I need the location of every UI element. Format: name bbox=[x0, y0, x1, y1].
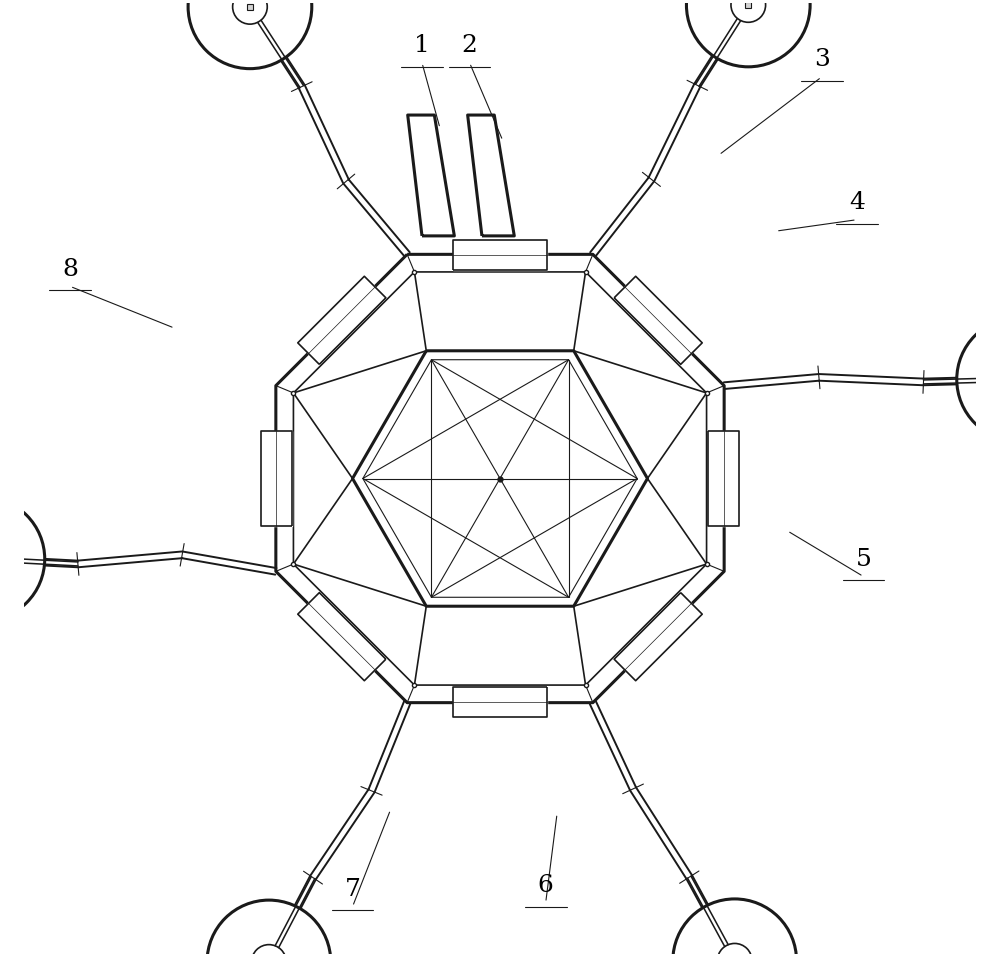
Circle shape bbox=[207, 901, 331, 957]
Polygon shape bbox=[298, 592, 386, 680]
Polygon shape bbox=[408, 115, 454, 235]
Circle shape bbox=[188, 0, 312, 69]
Text: 6: 6 bbox=[538, 874, 554, 898]
Circle shape bbox=[233, 0, 267, 24]
Polygon shape bbox=[453, 687, 547, 718]
Text: 5: 5 bbox=[856, 547, 871, 571]
Text: 2: 2 bbox=[462, 34, 477, 57]
Polygon shape bbox=[614, 277, 702, 365]
Circle shape bbox=[686, 0, 810, 67]
Polygon shape bbox=[468, 115, 514, 235]
Circle shape bbox=[717, 944, 752, 957]
Polygon shape bbox=[614, 592, 702, 680]
Circle shape bbox=[0, 497, 45, 621]
Circle shape bbox=[673, 899, 797, 957]
Text: 1: 1 bbox=[414, 34, 430, 57]
Circle shape bbox=[252, 945, 286, 957]
Text: 4: 4 bbox=[849, 191, 865, 214]
Polygon shape bbox=[276, 255, 724, 702]
Text: 3: 3 bbox=[814, 49, 830, 72]
Polygon shape bbox=[708, 432, 739, 525]
Text: 7: 7 bbox=[345, 878, 360, 901]
Text: 8: 8 bbox=[62, 257, 78, 280]
Polygon shape bbox=[261, 432, 292, 525]
Circle shape bbox=[731, 0, 766, 22]
Polygon shape bbox=[453, 239, 547, 270]
Polygon shape bbox=[298, 277, 386, 365]
Circle shape bbox=[957, 318, 1000, 441]
